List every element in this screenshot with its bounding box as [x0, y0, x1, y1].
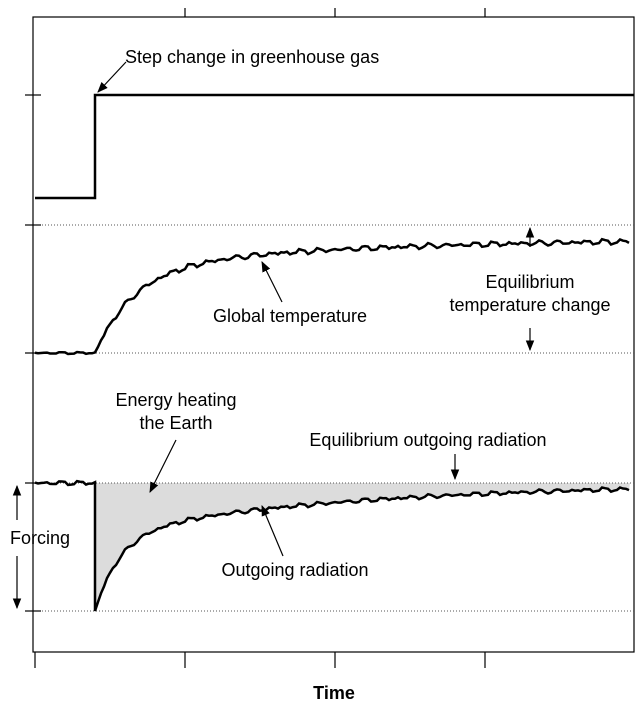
radiation-line: [34, 479, 630, 612]
label: Equilibrium: [485, 272, 574, 292]
label: temperature change: [449, 295, 610, 315]
label: Forcing: [10, 528, 70, 548]
label: Equilibrium outgoing radiation: [309, 430, 546, 450]
plot-area: [25, 8, 635, 668]
label: Energy heating: [115, 390, 236, 410]
label: the Earth: [139, 413, 212, 433]
label: Outgoing radiation: [221, 560, 368, 580]
label: Global temperature: [213, 306, 367, 326]
frame: [32, 16, 635, 653]
step-line: [35, 93, 634, 200]
label: Step change in greenhouse gas: [125, 47, 379, 67]
axis-title: Time: [313, 683, 355, 703]
energy-area: [95, 483, 630, 611]
arrows: [12, 61, 535, 610]
